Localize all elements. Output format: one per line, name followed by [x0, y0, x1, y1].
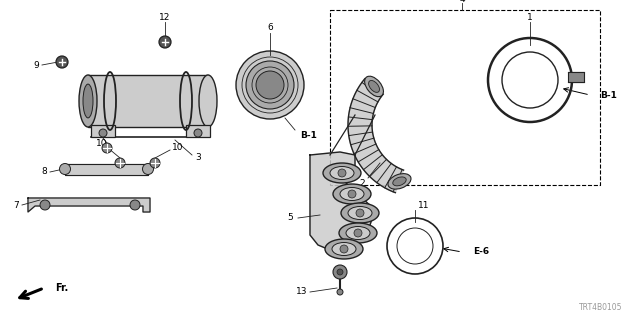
Ellipse shape: [323, 163, 361, 183]
Ellipse shape: [60, 164, 70, 174]
Ellipse shape: [325, 239, 363, 259]
Ellipse shape: [346, 227, 370, 239]
Circle shape: [356, 209, 364, 217]
Text: TRT4B0105: TRT4B0105: [579, 303, 622, 312]
Polygon shape: [28, 198, 150, 212]
Text: 10: 10: [96, 139, 108, 148]
Circle shape: [150, 158, 160, 168]
Polygon shape: [65, 164, 148, 175]
Bar: [568, 72, 584, 82]
Ellipse shape: [393, 177, 406, 186]
Circle shape: [337, 269, 343, 275]
Circle shape: [99, 129, 107, 137]
Circle shape: [246, 61, 294, 109]
Circle shape: [337, 289, 343, 295]
Text: 1: 1: [527, 12, 533, 21]
Ellipse shape: [143, 164, 154, 174]
Circle shape: [236, 51, 304, 119]
Text: 8: 8: [41, 167, 47, 177]
Ellipse shape: [83, 84, 93, 118]
Text: Fr.: Fr.: [55, 283, 68, 293]
Circle shape: [130, 200, 140, 210]
Text: B-1: B-1: [300, 132, 317, 140]
Circle shape: [340, 245, 348, 253]
Ellipse shape: [330, 166, 354, 180]
Text: 3: 3: [195, 154, 201, 163]
Circle shape: [159, 36, 171, 48]
Text: 9: 9: [33, 60, 39, 69]
Circle shape: [333, 265, 347, 279]
Circle shape: [115, 158, 125, 168]
Ellipse shape: [348, 206, 372, 220]
Ellipse shape: [333, 184, 371, 204]
Bar: [88, 75, 208, 127]
Text: E-6: E-6: [473, 247, 489, 257]
Text: 12: 12: [159, 12, 171, 21]
Text: 10: 10: [84, 117, 96, 126]
Circle shape: [56, 56, 68, 68]
Ellipse shape: [388, 174, 411, 189]
Ellipse shape: [199, 75, 217, 127]
Ellipse shape: [332, 243, 356, 255]
Circle shape: [338, 169, 346, 177]
Bar: [186, 125, 210, 137]
Text: 10: 10: [172, 142, 184, 151]
Ellipse shape: [365, 76, 383, 97]
Circle shape: [256, 71, 284, 99]
Ellipse shape: [79, 75, 97, 127]
Text: 13: 13: [296, 287, 308, 297]
Text: 11: 11: [418, 201, 429, 210]
Bar: [330, 10, 600, 185]
Text: 2: 2: [359, 179, 365, 188]
Text: 4: 4: [459, 0, 465, 4]
Polygon shape: [310, 152, 375, 250]
Text: 6: 6: [267, 23, 273, 33]
Circle shape: [354, 229, 362, 237]
Ellipse shape: [341, 203, 379, 223]
Ellipse shape: [340, 188, 364, 201]
Bar: [91, 125, 115, 137]
Ellipse shape: [369, 81, 380, 92]
Circle shape: [102, 143, 112, 153]
Ellipse shape: [339, 223, 377, 243]
Circle shape: [40, 200, 50, 210]
Text: 5: 5: [287, 213, 293, 222]
Text: 7: 7: [13, 201, 19, 210]
Circle shape: [348, 190, 356, 198]
Text: B-1: B-1: [600, 91, 617, 100]
Circle shape: [194, 129, 202, 137]
Polygon shape: [348, 79, 404, 193]
